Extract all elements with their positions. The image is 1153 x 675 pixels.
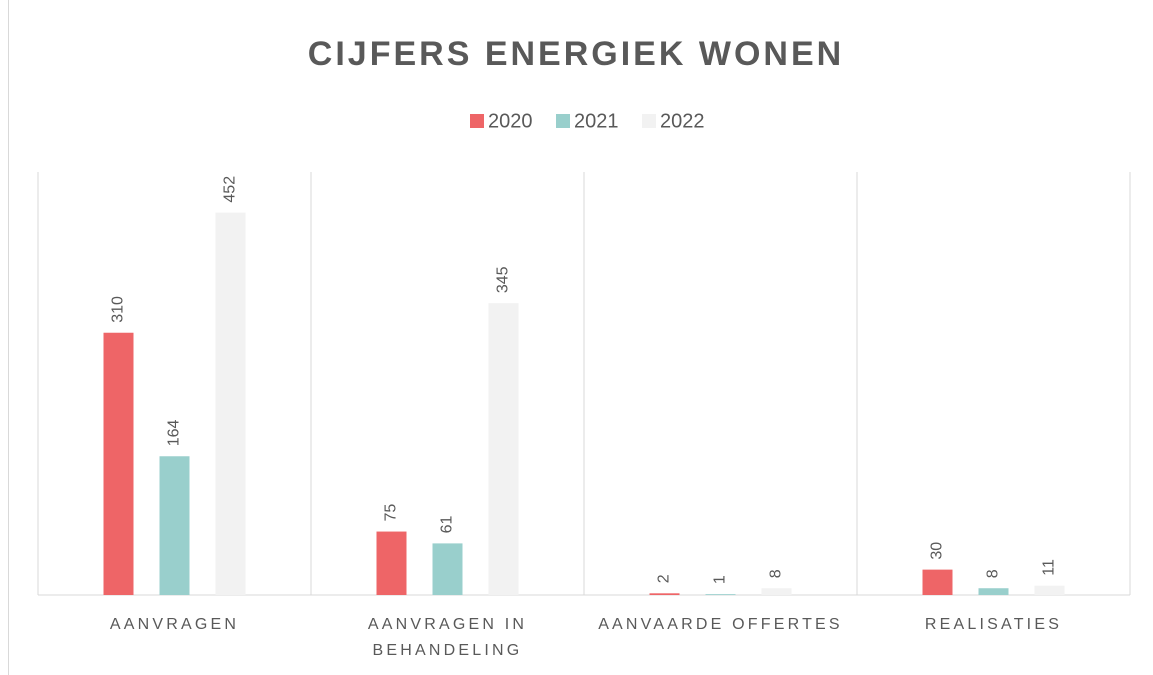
legend-label: 2020 — [488, 110, 533, 132]
legend-swatch — [556, 114, 570, 128]
bar — [103, 332, 134, 595]
data-label: 61 — [439, 515, 456, 533]
bar — [761, 588, 792, 595]
legend-swatch — [470, 114, 484, 128]
legend-label: 2022 — [660, 110, 705, 132]
data-label: 1 — [712, 575, 729, 584]
data-label: 2 — [656, 574, 673, 583]
data-label: 8 — [985, 569, 1002, 578]
bar — [1034, 585, 1065, 595]
x-tick-label: REALISATIES — [924, 616, 1063, 633]
bar — [705, 594, 736, 595]
bar — [215, 212, 246, 595]
data-label: 452 — [222, 176, 239, 203]
data-label: 345 — [495, 266, 512, 293]
data-label: 30 — [929, 542, 946, 560]
data-label: 310 — [110, 296, 127, 323]
data-label: 11 — [1041, 559, 1058, 576]
bar — [159, 456, 190, 595]
legend-label: 2021 — [574, 110, 619, 132]
bar — [922, 569, 953, 595]
bar — [432, 543, 463, 595]
bar — [376, 531, 407, 595]
x-tick-label: AANVRAGEN IN BEHANDELING — [367, 616, 528, 659]
bar — [488, 303, 519, 595]
bar — [978, 588, 1009, 595]
legend-swatch — [642, 114, 656, 128]
data-label: 8 — [768, 569, 785, 578]
bar — [649, 593, 680, 595]
chart-title: CIJFERS ENERGIEK WONEN — [308, 35, 844, 73]
x-tick-label: AANVAARDE OFFERTES — [598, 616, 843, 633]
chart-border — [8, 0, 9, 675]
x-tick-label: AANVRAGEN — [109, 616, 240, 633]
data-label: 75 — [383, 504, 400, 522]
data-label: 164 — [166, 419, 183, 446]
